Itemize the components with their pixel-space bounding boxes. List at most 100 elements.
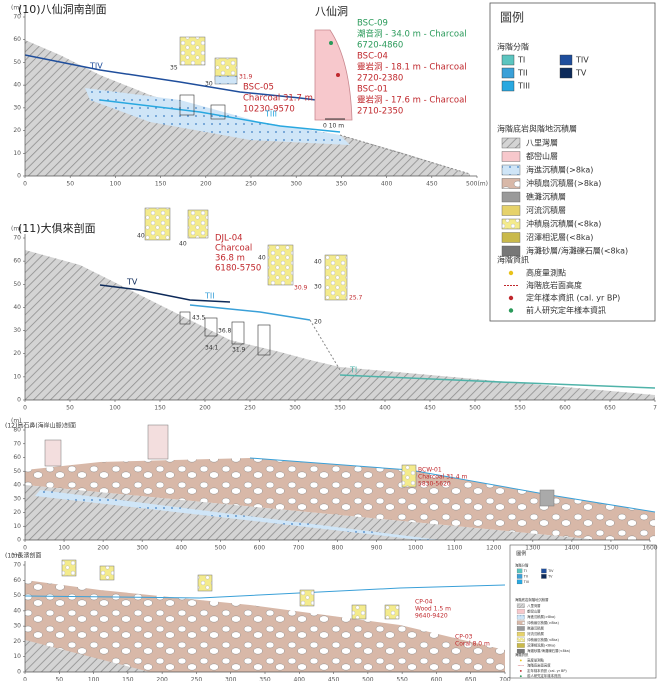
y-unit: (m) [11, 226, 22, 233]
legend-swatch [517, 574, 522, 578]
legend-swatch [502, 179, 520, 189]
height-label: 31.9 [239, 74, 253, 81]
y-tick-label: 20 [13, 509, 21, 516]
y-tick-label: 70 [13, 440, 21, 447]
x-tick-label: 250 [191, 677, 203, 681]
x-tick-label: 500(m) [466, 181, 488, 188]
y-tick-label: 20 [13, 127, 21, 134]
y-tick-label: 10 [13, 653, 21, 660]
legend-swatch [502, 192, 520, 202]
legend-swatch [502, 55, 514, 65]
legend-swatch [517, 632, 525, 636]
sample-info: Charcoal 31.4 m [418, 474, 467, 481]
sample-id: BCW-01 [418, 467, 442, 474]
legend-label: 沖積扇沉積層(>8ka) [527, 620, 559, 625]
x-tick-label: 50 [66, 181, 74, 188]
y-tick-label: 0 [17, 173, 21, 180]
sample-id: BSC-05 [243, 83, 274, 93]
legend-label: TI [523, 569, 527, 573]
x-tick-label: 1100 [447, 545, 462, 552]
x-tick-label: 150 [122, 677, 134, 681]
x-tick-label: 550 [396, 677, 408, 681]
x-tick-label: 250 [245, 181, 257, 188]
x-tick-label: 1200 [486, 545, 501, 552]
sample-info: 靈岩洞 - 17.6 m - Charcoal [357, 95, 467, 106]
x-tick-label: 100 [58, 545, 70, 552]
height-label: 30 [314, 284, 322, 291]
x-tick-label: 600 [431, 677, 443, 681]
x-tick-label: 600 [254, 545, 266, 552]
legend-symbol [520, 659, 522, 661]
figure: (10)八仙洞南剖面 八仙洞 BSC-09 潮音洞 - 34.0 m - Cha… [0, 0, 659, 681]
legend-swatch [502, 68, 514, 78]
sample-age: 9640-9420 [415, 613, 448, 620]
scale-label: 0 10 m [323, 123, 344, 130]
sample-info: 36.8 m [215, 254, 245, 264]
y-tick-label: 40 [13, 304, 21, 311]
legend-label: 海灘砂層/海灘礫石層(<8ka) [527, 648, 571, 653]
legend-label: 都巒山層 [527, 608, 540, 613]
x-tick-label: 0 [23, 677, 27, 681]
y-tick-label: 20 [13, 638, 21, 645]
legend-swatch [517, 569, 522, 573]
x-tick-label: 100 [88, 677, 100, 681]
y-tick-label: 20 [13, 350, 21, 357]
sample-id: BSC-09 [357, 19, 388, 29]
legend-swatch [517, 615, 525, 619]
legend-swatch [517, 609, 525, 613]
legend-heading: 海階底岩與階地沉積層 [497, 124, 577, 134]
legend-label: 都巒山層 [526, 151, 558, 161]
legend-swatch [541, 574, 546, 578]
x-tick-label: 100 [109, 405, 121, 412]
legend-label: 前人研究定年樣本資訊 [526, 305, 606, 315]
x-tick-label: 400 [381, 181, 393, 188]
x-tick-label: 350 [336, 181, 348, 188]
x-tick-label: 650 [465, 677, 477, 681]
y-unit: (m) [11, 418, 22, 425]
y-tick-label: 60 [13, 577, 21, 584]
height-label: 35 [170, 65, 178, 72]
y-tick-label: 70 [13, 562, 21, 569]
legend-title: 圖例 [500, 11, 524, 25]
x-tick-label: 250 [244, 405, 256, 412]
sample-id: BSC-04 [357, 52, 388, 62]
legend-symbol [520, 670, 522, 672]
legend-label: 沼澤相泥層(<8ka) [526, 232, 593, 242]
legend-symbol [509, 271, 513, 275]
sample-id: BSC-01 [357, 85, 388, 95]
sample-age: 2710-2350 [357, 107, 403, 117]
height-label: 40 [258, 255, 266, 262]
x-tick-label: 150 [154, 405, 166, 412]
legend-swatch [517, 621, 525, 625]
sample-info: Coral 8.0 m [455, 641, 490, 648]
legend-swatch [517, 643, 525, 647]
y-tick-label: 50 [13, 59, 21, 66]
legend-heading: 海階資訊 [497, 255, 529, 265]
y-tick-label: 60 [13, 454, 21, 461]
y-tick-label: 60 [13, 258, 21, 265]
legend-swatch [560, 68, 572, 78]
x-tick-label: 50 [55, 677, 63, 681]
legend-swatch [502, 138, 520, 148]
x-tick-label: 600 [559, 405, 571, 412]
sample-age: 5830-5620 [418, 481, 451, 488]
legend-label: 礁灘沉積層 [527, 625, 544, 630]
x-tick-label: 0 [23, 405, 27, 412]
y-tick-label: 70 [13, 235, 21, 242]
terrace-label: TI [349, 366, 357, 375]
legend-label: 河流沉積層 [527, 631, 544, 636]
sample-info: Charcoal 31.7 m [243, 94, 313, 104]
y-tick-label: 30 [13, 327, 21, 334]
terrace-label: TIII [264, 110, 277, 119]
legend-label: TII [517, 69, 528, 78]
x-tick-label: 700 [293, 545, 305, 552]
legend-title: 圖例 [516, 550, 526, 557]
y-tick-label: 0 [17, 669, 21, 676]
legend-label: 河流沉積層 [526, 205, 566, 215]
height-label: 40 [314, 259, 322, 266]
legend-swatch [517, 604, 525, 608]
legend-label: 海進沉積層(>8ka) [527, 614, 556, 619]
legend-label: 海進沉積層(>8ka) [526, 165, 593, 175]
legend-label: TIII [523, 580, 529, 584]
height-label: 25.7 [349, 295, 363, 302]
